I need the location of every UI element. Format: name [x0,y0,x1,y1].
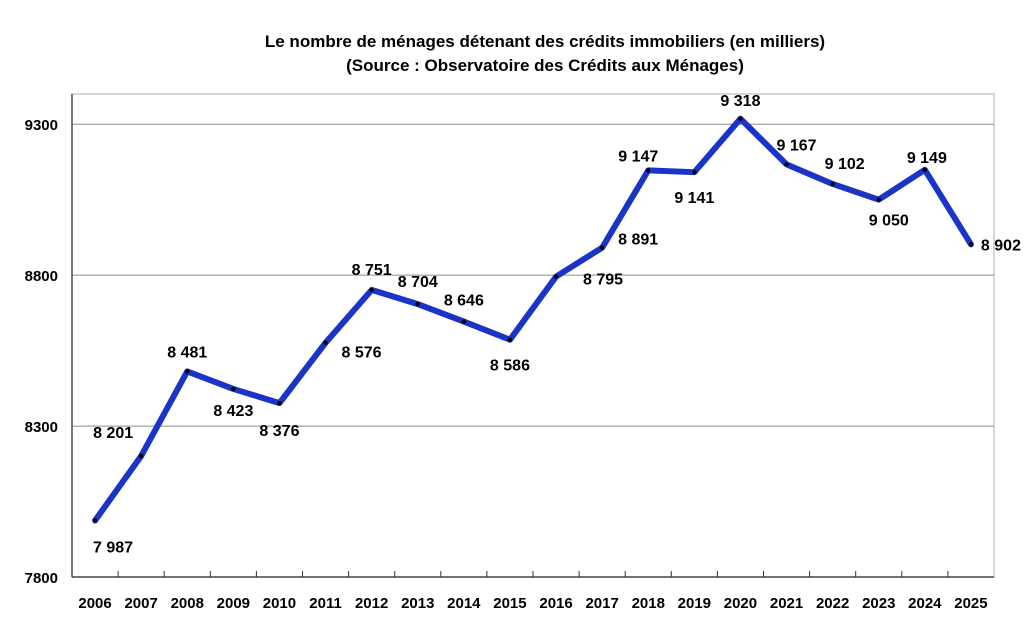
data-label: 8 795 [583,272,623,289]
data-point [830,181,835,187]
data-label: 8 704 [398,274,438,291]
data-label: 9 147 [618,148,658,165]
x-tick-label: 2011 [309,595,342,612]
data-point [507,337,513,342]
data-point [784,162,789,167]
data-label: 8 751 [352,262,392,279]
data-label: 9 318 [720,93,760,110]
data-point [553,274,559,279]
data-point [876,197,881,202]
data-point [138,453,144,459]
data-label: 8 646 [444,293,484,310]
data-label: 8 481 [167,344,207,361]
x-tick-label: 2010 [263,595,296,612]
data-label: 8 586 [490,358,530,375]
data-label: 9 167 [777,137,817,154]
y-tick-label: 8800 [25,268,58,285]
x-tick-label: 2025 [954,595,987,612]
data-point [92,518,98,523]
x-tick-label: 2012 [355,595,388,612]
data-point [323,340,328,345]
x-tick-label: 2017 [585,595,618,612]
data-point [599,245,605,250]
x-tick-label: 2020 [724,595,757,612]
x-tick-label: 2019 [678,595,711,612]
data-label: 7 987 [93,540,133,557]
x-tick-label: 2023 [862,595,895,612]
y-tick-label: 7800 [25,570,58,587]
data-point [922,167,928,172]
x-tick-label: 2008 [171,595,204,612]
x-tick-label: 2022 [816,595,849,612]
data-label: 9 141 [674,190,714,207]
chart-subtitle: (Source : Observatoire des Crédits aux M… [346,56,744,75]
data-point [646,168,651,173]
data-label: 9 050 [869,213,909,230]
data-point [277,400,282,406]
data-label: 8 423 [213,403,253,420]
data-point [185,369,190,374]
x-tick-label: 2014 [447,595,481,612]
y-tick-label: 8300 [25,419,58,436]
y-tick-label: 9300 [25,117,58,134]
x-tick-label: 2009 [217,595,250,612]
data-point [692,169,697,175]
x-tick-label: 2015 [493,595,526,612]
x-tick-label: 2013 [401,595,434,612]
data-label: 8 376 [259,423,299,440]
x-tick-label: 2021 [770,595,803,612]
x-tick-label: 2007 [124,595,157,612]
chart-title: Le nombre de ménages détenant des crédit… [265,32,825,51]
plot-area [71,93,995,578]
x-tick-label: 2016 [539,595,572,612]
x-tick-label: 2024 [908,595,942,612]
data-label: 9 149 [907,150,947,167]
data-point [461,319,467,324]
data-label: 8 891 [618,232,658,249]
data-point [968,242,974,247]
data-point [738,116,743,121]
data-label: 8 576 [342,345,382,362]
data-label: 8 201 [93,425,133,442]
data-point [231,386,236,392]
data-point [369,287,374,293]
data-label: 9 102 [825,156,865,173]
data-point [415,301,420,307]
x-tick-label: 2006 [78,595,111,612]
data-line [92,115,974,524]
x-tick-label: 2018 [632,595,665,612]
data-label: 8 902 [981,237,1021,254]
